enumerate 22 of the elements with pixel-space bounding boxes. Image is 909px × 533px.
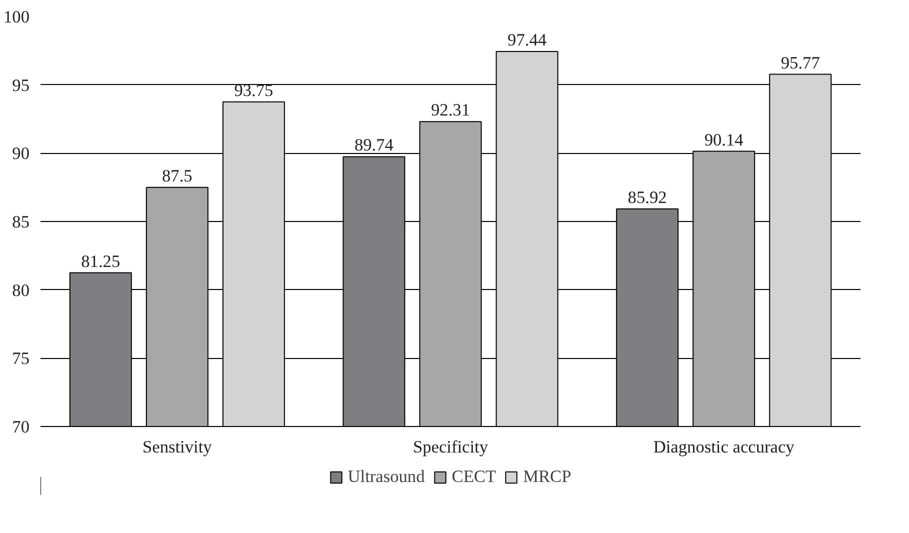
x-tick-label: Specificity bbox=[412, 438, 488, 456]
y-tick-label: 85 bbox=[12, 212, 30, 232]
legend-label: MRCP bbox=[523, 467, 572, 487]
data-label: 95.77 bbox=[780, 53, 820, 72]
data-label: 87.5 bbox=[162, 166, 192, 186]
legend-label: Ultrasound bbox=[348, 467, 425, 487]
data-label: 90.14 bbox=[704, 130, 744, 150]
y-tick-label: 75 bbox=[12, 349, 30, 368]
data-label: 93.75 bbox=[234, 80, 274, 100]
y-tick-label: 95 bbox=[12, 76, 30, 95]
x-tick-label: Senstivity bbox=[142, 438, 212, 456]
data-label: 92.31 bbox=[431, 100, 470, 120]
legend-label: CECT bbox=[452, 467, 496, 487]
y-tick-label: 100 bbox=[4, 8, 30, 26]
data-label: 97.44 bbox=[508, 30, 547, 50]
y-tick-label: 80 bbox=[12, 280, 30, 300]
data-label: 85.92 bbox=[628, 188, 667, 207]
data-label: 81.25 bbox=[81, 252, 120, 271]
y-tick-label: 70 bbox=[12, 418, 30, 436]
y-tick-label: 90 bbox=[12, 144, 30, 164]
data-label: 89.74 bbox=[354, 136, 394, 155]
x-tick-label: Diagnostic accuracy bbox=[653, 438, 795, 456]
